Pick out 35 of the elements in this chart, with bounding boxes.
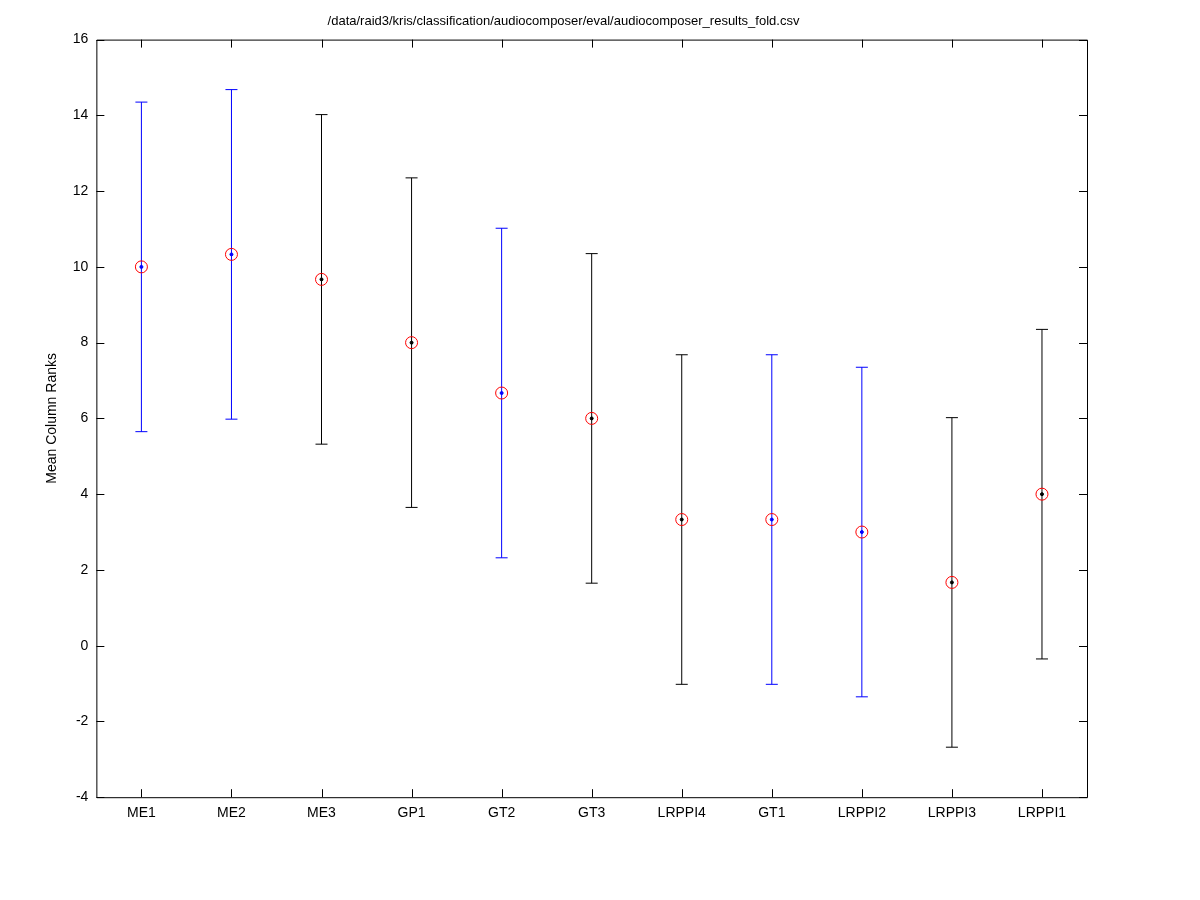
y-tick-label: 16 <box>72 30 89 47</box>
x-tick-label: ME3 <box>307 804 337 821</box>
point <box>134 260 148 274</box>
y-tick-label: 10 <box>72 257 89 274</box>
y-tick-label: 0 <box>80 636 89 653</box>
y-tick-label: 6 <box>80 409 89 426</box>
point <box>495 386 509 400</box>
chart-title: /data/raid3/kris/classification/audiocomposer/eval/audiocomposer_results_fold.csv <box>327 13 800 29</box>
x-tick-label: GT2 <box>488 804 516 821</box>
point <box>585 411 599 425</box>
y-tick-label: 12 <box>72 181 89 198</box>
y-tick-label: 14 <box>72 106 89 123</box>
x-tick-label: GP1 <box>397 804 426 821</box>
point <box>945 575 959 589</box>
x-tick-label: LRPPI3 <box>927 804 977 821</box>
point <box>224 247 238 261</box>
point <box>1035 487 1049 501</box>
y-tick-label: -4 <box>75 788 89 805</box>
x-tick-label: GT3 <box>578 804 606 821</box>
y-tick-label: 4 <box>80 485 89 502</box>
y-tick-label: 2 <box>80 560 89 577</box>
y-tick-label: -2 <box>75 712 89 729</box>
point <box>675 513 689 527</box>
point <box>405 336 419 350</box>
point <box>765 513 779 527</box>
x-tick-label: LRPPI1 <box>1017 804 1067 821</box>
x-tick-label: GT1 <box>758 804 786 821</box>
x-tick-label: ME2 <box>217 804 247 821</box>
y-tick-label: 8 <box>80 333 89 350</box>
x-tick-label: ME1 <box>127 804 156 821</box>
x-tick-label: LRPPI2 <box>837 804 887 821</box>
point <box>855 525 869 539</box>
y-axis-title: Mean Column Ranks <box>43 353 60 484</box>
point <box>315 272 329 286</box>
x-tick-label: LRPPI4 <box>657 804 707 821</box>
